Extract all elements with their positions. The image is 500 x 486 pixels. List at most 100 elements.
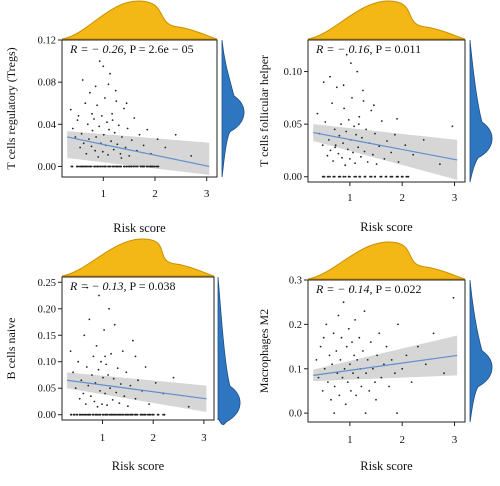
data-point xyxy=(397,161,400,163)
data-point xyxy=(146,413,149,416)
data-point xyxy=(133,117,136,119)
data-point xyxy=(417,345,419,348)
data-point xyxy=(91,129,94,132)
panel-4: 0.0 0.1 0.2 0.3 1 2 3 R = − 0.14, P = 0.022 Risk… xyxy=(257,241,493,473)
data-point xyxy=(143,413,146,416)
data-point xyxy=(109,387,111,390)
data-point xyxy=(116,367,119,369)
data-point xyxy=(432,332,435,335)
data-point xyxy=(78,165,80,168)
data-point xyxy=(94,382,97,384)
data-point xyxy=(74,387,77,390)
data-point xyxy=(162,413,164,416)
data-point xyxy=(76,165,79,168)
data-point xyxy=(136,413,138,416)
data-point xyxy=(328,354,331,357)
data-point xyxy=(360,155,362,158)
data-point xyxy=(390,175,393,178)
data-point xyxy=(132,413,134,416)
x-tick-label: 2 xyxy=(399,192,405,204)
data-point xyxy=(110,352,112,355)
data-point xyxy=(394,372,396,375)
data-point xyxy=(148,165,151,168)
data-point xyxy=(358,115,361,118)
data-point xyxy=(78,397,81,400)
data-point xyxy=(98,294,100,297)
plot-frame xyxy=(307,279,466,423)
plot-frame xyxy=(61,39,218,178)
data-point xyxy=(100,115,103,117)
x-tick-label: 3 xyxy=(452,434,458,446)
data-point xyxy=(355,133,357,136)
y-tick-label: 0.00 xyxy=(284,172,302,183)
data-point xyxy=(91,413,94,416)
data-point xyxy=(88,165,91,168)
data-point xyxy=(93,400,96,403)
data-point xyxy=(163,413,166,416)
data-point xyxy=(102,65,105,68)
data-point xyxy=(405,354,408,357)
data-point xyxy=(332,160,334,162)
data-point xyxy=(341,156,343,159)
data-point xyxy=(358,336,361,339)
data-point xyxy=(343,367,346,370)
data-point xyxy=(401,367,404,370)
y-tick-label: 0.04 xyxy=(38,120,57,131)
data-point xyxy=(96,405,99,408)
data-point xyxy=(74,413,76,416)
data-point xyxy=(400,175,403,178)
x-tick-label: 3 xyxy=(452,192,458,204)
data-point xyxy=(123,165,126,168)
y-tick-label: 0.08 xyxy=(38,78,56,89)
data-point xyxy=(81,79,84,81)
data-point xyxy=(129,384,132,387)
data-point xyxy=(362,89,364,92)
plot-frame xyxy=(61,276,215,421)
y-tick-label: 0.10 xyxy=(284,67,302,78)
data-point xyxy=(329,175,331,178)
data-point xyxy=(94,85,97,88)
panel-2: 0.00 0.05 0.10 1 2 3 R = − 0.16, P = 0.011 Risk… xyxy=(257,0,493,234)
data-point xyxy=(349,288,351,290)
data-point xyxy=(107,374,109,376)
data-point xyxy=(316,112,319,115)
data-point xyxy=(340,123,342,125)
data-point xyxy=(90,395,92,398)
confidence-band xyxy=(313,335,458,382)
data-point xyxy=(132,165,135,168)
data-point xyxy=(106,404,108,407)
y-tick-label: 0.3 xyxy=(289,276,302,287)
data-point xyxy=(157,413,160,416)
data-point xyxy=(397,175,399,178)
y-axis-label: Macrophages M2 xyxy=(257,309,271,393)
data-point xyxy=(349,175,351,178)
data-point xyxy=(86,286,89,289)
data-point xyxy=(351,97,353,99)
data-point xyxy=(119,165,122,168)
data-point xyxy=(164,146,167,149)
data-point xyxy=(380,376,383,379)
x-tick-label: 1 xyxy=(101,188,107,200)
data-point xyxy=(142,144,145,147)
data-point xyxy=(390,359,393,361)
data-point xyxy=(69,108,72,111)
data-point xyxy=(98,125,101,128)
data-point xyxy=(331,363,333,366)
data-point xyxy=(125,165,128,168)
data-point xyxy=(342,301,345,304)
regression-line xyxy=(67,136,210,168)
data-point xyxy=(375,398,377,401)
x-tick-label: 3 xyxy=(204,188,210,200)
data-point xyxy=(364,175,367,178)
data-point xyxy=(84,413,87,416)
data-point xyxy=(119,413,122,416)
data-point xyxy=(317,376,320,379)
data-point xyxy=(372,367,374,370)
data-point xyxy=(104,392,106,395)
data-point xyxy=(116,143,119,146)
data-point xyxy=(80,132,83,135)
data-point xyxy=(85,152,88,155)
data-point xyxy=(338,394,341,397)
